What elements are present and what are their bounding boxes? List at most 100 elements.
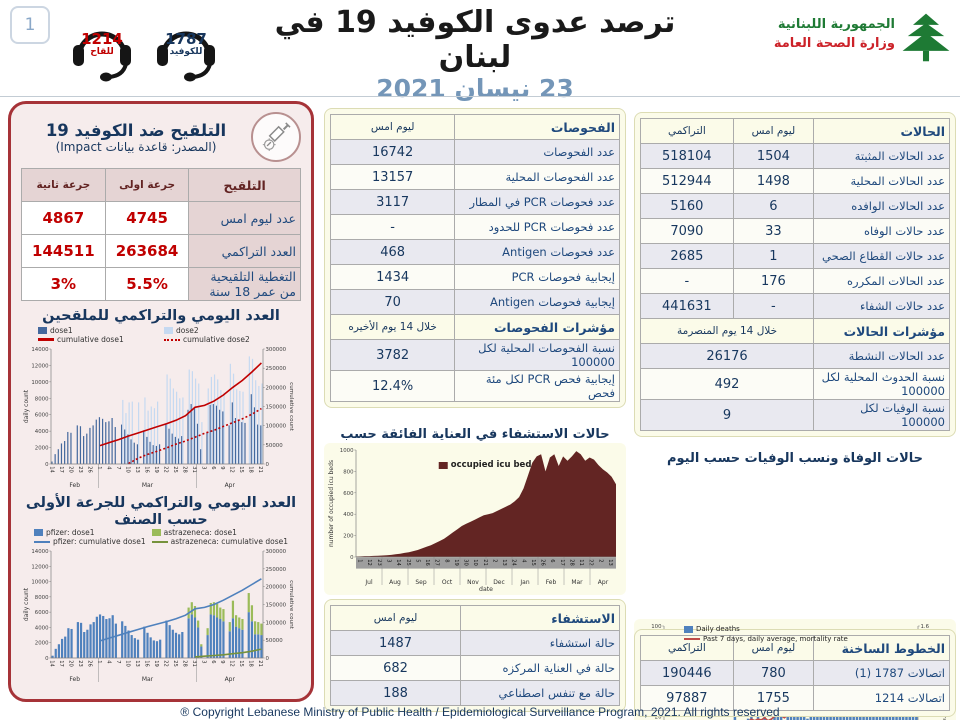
svg-text:Mar: Mar xyxy=(142,676,154,683)
hotline-vaccine-number: 1214 xyxy=(81,30,123,48)
row-value: 9 xyxy=(639,399,815,431)
svg-text:7: 7 xyxy=(115,466,121,469)
svg-text:200: 200 xyxy=(343,534,354,540)
svg-text:15: 15 xyxy=(530,559,536,566)
vaccination-titles: التلقيح ضد الكوفيد 19 (المصدر: قاعدة بيا… xyxy=(21,121,251,154)
svg-text:Apr: Apr xyxy=(225,676,236,683)
row-value: 1755 xyxy=(732,685,815,711)
legend-label: pfizer: dose1 xyxy=(45,528,95,538)
deaths-chart-title: حالات الوفاة ونسب الوفيات حسب اليوم xyxy=(666,451,924,466)
vaccinated-chart-title: العدد اليومي والتراكمي للملقحين xyxy=(42,308,280,324)
hospitalization-table-box: الاستشفاء ليوم امس حالة استشفاء 1487 حالة في… xyxy=(324,599,626,712)
row-label: إيجابية فحص PCR لكل مئة فحص xyxy=(454,370,620,402)
svg-text:1000: 1000 xyxy=(340,448,354,454)
svg-text:Apr: Apr xyxy=(598,579,609,586)
svg-text:12000: 12000 xyxy=(31,565,49,571)
svg-text:1.6: 1.6 xyxy=(921,624,930,630)
chart-legend: Daily deaths Past 7 days, daily average, … xyxy=(680,624,852,644)
row-label: نسبة الوفيات لكل 100000 xyxy=(813,399,950,431)
svg-text:250000: 250000 xyxy=(266,567,287,573)
legend-swatch-icon xyxy=(151,529,161,537)
svg-text:Feb: Feb xyxy=(546,579,557,586)
legend-swatch-icon xyxy=(684,625,693,633)
row-label: عدد الحالات المكرره xyxy=(813,268,950,294)
row-value: - xyxy=(329,214,456,240)
row-value: 2685 xyxy=(640,243,734,269)
svg-text:100: 100 xyxy=(651,624,662,630)
row-label: عدد الفحوصات المحلية xyxy=(454,164,620,190)
svg-text:16: 16 xyxy=(143,661,149,668)
row-value: 97887 xyxy=(640,685,734,711)
svg-text:10: 10 xyxy=(124,466,130,473)
svg-text:16: 16 xyxy=(424,559,430,566)
svg-text:5: 5 xyxy=(414,559,420,562)
svg-text:19: 19 xyxy=(453,559,459,566)
svg-text:Mar: Mar xyxy=(571,579,583,586)
row-value: 780 xyxy=(732,660,815,686)
svg-text:cumulative count: cumulative count xyxy=(288,581,294,630)
first-dose-chart-title-line2: حسب الصنف xyxy=(114,511,208,528)
legend-label: pfizer: cumulative dose1 xyxy=(52,537,146,547)
svg-text:12: 12 xyxy=(229,661,235,668)
svg-text:Jul: Jul xyxy=(364,579,373,586)
row-value: 16742 xyxy=(329,139,456,165)
svg-text:14: 14 xyxy=(48,661,54,668)
svg-text:21: 21 xyxy=(257,661,263,668)
svg-text:10000: 10000 xyxy=(31,580,49,586)
svg-text:21: 21 xyxy=(257,466,263,473)
legend-label: occupied icu bed xyxy=(450,460,532,470)
row-value: 1487 xyxy=(329,630,462,656)
svg-text:4: 4 xyxy=(105,661,111,665)
hotlines-table-box: الخطوط الساخنة ليوم امس التراكمي اتصالات 17… xyxy=(634,629,956,717)
legend-item: pfizer: dose1 xyxy=(33,528,95,538)
row-value: 1498 xyxy=(732,168,815,194)
header-cell: خلال 14 يوم الأخيره xyxy=(329,314,456,340)
svg-text:8: 8 xyxy=(443,559,449,562)
row-value: 188 xyxy=(329,680,462,706)
svg-text:27: 27 xyxy=(434,559,440,566)
svg-text:22: 22 xyxy=(162,466,168,473)
svg-text:23: 23 xyxy=(77,661,83,668)
copyright-text: ® Copyright Lebanese Ministry of Public … xyxy=(180,705,780,719)
data-table: الاستشفاء ليوم امس حالة استشفاء 1487 حالة في… xyxy=(329,605,620,706)
svg-text:50000: 50000 xyxy=(266,639,284,645)
row-value: 4867 xyxy=(21,201,106,235)
svg-text:31: 31 xyxy=(191,661,197,668)
svg-text:26: 26 xyxy=(540,559,546,566)
header-cell: ليوم امس xyxy=(732,635,815,661)
svg-text:150000: 150000 xyxy=(266,603,287,609)
svg-text:22: 22 xyxy=(162,661,168,668)
row-label: اتصالات 1787 (1) xyxy=(813,660,950,686)
row-label: عدد فحوصات Antigen xyxy=(454,239,620,265)
row-label: عدد ليوم امس xyxy=(188,201,301,235)
svg-text:Apr: Apr xyxy=(225,482,236,489)
svg-text:26: 26 xyxy=(86,466,92,473)
header-cell: الخطوط الساخنة xyxy=(813,635,950,661)
svg-text:Feb: Feb xyxy=(69,482,80,489)
svg-text:23: 23 xyxy=(77,466,83,473)
svg-text:12: 12 xyxy=(366,559,372,566)
svg-text:Feb: Feb xyxy=(69,676,80,683)
header-cell: ليوم امس xyxy=(732,118,815,144)
svg-text:20: 20 xyxy=(67,466,73,473)
svg-text:6000: 6000 xyxy=(35,610,49,616)
svg-text:1: 1 xyxy=(96,466,102,469)
row-value: 33 xyxy=(732,218,815,244)
row-value: 144511 xyxy=(21,234,106,268)
row-value: 518104 xyxy=(640,143,734,169)
header-cell: جرعة ثانية xyxy=(21,168,106,202)
hotline-covid-label: للكوفيد xyxy=(169,46,203,57)
svg-text:28: 28 xyxy=(181,661,187,668)
svg-text:4: 4 xyxy=(520,559,526,563)
legend-label: Past 7 days, daily average, mortality ra… xyxy=(703,635,848,643)
legend-label: dose2 xyxy=(176,326,199,335)
row-label: عدد الحالات المثبتة xyxy=(813,143,950,169)
svg-text:3: 3 xyxy=(200,466,206,469)
legend-item: pfizer: cumulative dose1 xyxy=(33,537,146,547)
svg-text:24: 24 xyxy=(511,559,517,566)
hotline-vaccine: 1214 للقاح xyxy=(66,8,138,86)
legend-swatch-icon xyxy=(38,338,54,341)
vaccination-table-host: التلقيح جرعة اولى جرعة ثانية عدد ليوم امس 47… xyxy=(21,168,301,301)
svg-text:0: 0 xyxy=(266,462,270,468)
hotline-covid-text: 1787 للكوفيد xyxy=(150,31,222,57)
